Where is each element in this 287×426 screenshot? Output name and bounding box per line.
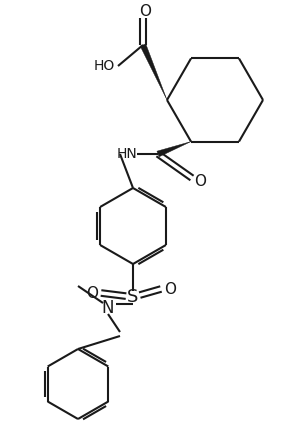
- Text: O: O: [164, 282, 176, 296]
- Text: S: S: [127, 288, 139, 306]
- Text: O: O: [194, 175, 206, 190]
- Text: HO: HO: [93, 59, 115, 73]
- Text: HN: HN: [117, 147, 137, 161]
- Text: O: O: [139, 3, 151, 18]
- Polygon shape: [140, 44, 167, 100]
- Text: O: O: [86, 285, 98, 300]
- Text: N: N: [102, 299, 114, 317]
- Polygon shape: [157, 141, 191, 157]
